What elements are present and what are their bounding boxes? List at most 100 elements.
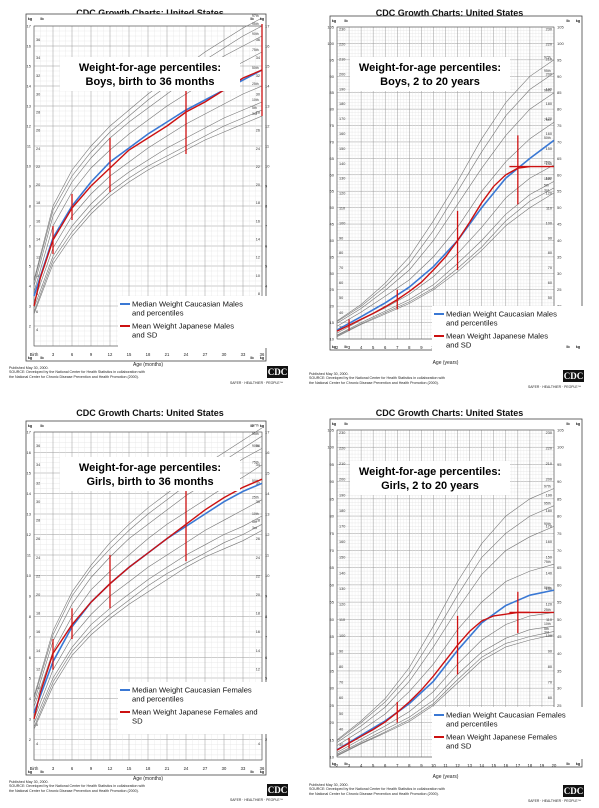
lb-tick-label: 32	[36, 481, 40, 485]
lb-tick-label: 36	[36, 38, 40, 42]
x-tick-label: 19	[540, 763, 545, 768]
title-box	[350, 461, 510, 495]
lb-tick-label: 100	[339, 221, 345, 225]
kg-tick-label: 50	[330, 617, 335, 622]
lb-tick-label: 120	[339, 603, 345, 607]
kg-tick-label: 55	[330, 189, 335, 194]
kg-tick-label: 60	[330, 172, 335, 177]
x-tick-label: 33	[241, 766, 246, 771]
legend-label: Median Weight Caucasian Males	[132, 300, 243, 309]
kg-tick-label: 14	[265, 491, 270, 496]
lb-tick-label: 50	[339, 712, 343, 716]
kg-tick-label: 9	[265, 184, 268, 189]
kg-tick-label: 14	[27, 491, 32, 496]
lb-tick-label: 230	[546, 28, 552, 32]
lb-tick-label: 24	[256, 556, 260, 560]
unit-label: kg	[332, 345, 337, 349]
unit-label: lb	[344, 422, 348, 426]
unit-label: kg	[576, 19, 581, 23]
percentile-curve-90th	[336, 526, 555, 743]
kg-tick-label: 90	[330, 479, 335, 484]
lb-tick-label: 24	[36, 556, 40, 560]
x-tick-label: 27	[203, 766, 208, 771]
x-tick-label: Birth	[30, 352, 39, 357]
chart-title-line2: Boys, 2 to 20 years	[380, 76, 480, 88]
lb-tick-label: 10	[36, 274, 40, 278]
kg-tick-label: 11	[27, 144, 32, 149]
kg-tick-label: 2	[29, 737, 32, 742]
kg-tick-label: 15	[27, 64, 32, 69]
percentile-curve-3rd	[33, 530, 263, 730]
x-tick-label: 21	[165, 352, 170, 357]
unit-label: kg	[260, 424, 265, 428]
x-tick-label: 9	[90, 352, 93, 357]
x-tick-label: 9	[90, 766, 93, 771]
chart-panel-boys-infant: CDC Growth Charts: United States 2233445…	[0, 0, 300, 395]
kg-tick-label: 95	[557, 462, 562, 467]
kg-tick-label: 90	[557, 479, 562, 484]
lb-tick-label: 130	[339, 587, 345, 591]
lb-tick-label: 22	[256, 574, 260, 578]
unit-label: kg	[28, 424, 33, 428]
lb-tick-label: 200	[546, 72, 552, 76]
lb-tick-label: 180	[339, 102, 345, 106]
kg-tick-label: 105	[327, 25, 334, 30]
kg-tick-label: 14	[27, 84, 32, 89]
kg-tick-label: 80	[330, 107, 335, 112]
lb-tick-label: 200	[339, 478, 345, 482]
x-tick-label: 2	[336, 345, 339, 350]
x-tick-label: 12	[108, 766, 113, 771]
unit-label: lb	[566, 19, 570, 23]
growth-chart: 1010151520202525303035354040454550505555…	[327, 418, 599, 780]
lb-tick-label: 10	[36, 686, 40, 690]
lb-tick-label: 210	[546, 58, 552, 62]
legend-label: and SD	[446, 341, 472, 350]
lb-tick-label: 170	[546, 117, 552, 121]
kg-tick-label: 70	[557, 139, 562, 144]
unit-label: kg	[332, 762, 337, 766]
lb-tick-label: 100	[546, 221, 552, 225]
kg-tick-label: 55	[557, 600, 562, 605]
kg-tick-label: 25	[330, 287, 335, 292]
plot-border	[33, 431, 263, 761]
kg-tick-label: 17	[27, 430, 32, 435]
lb-tick-label: 110	[546, 206, 552, 210]
lb-tick-label: 170	[339, 524, 345, 528]
lb-tick-label: 20	[256, 593, 260, 597]
kg-tick-label: 17	[265, 24, 270, 29]
x-tick-label: 6	[384, 345, 387, 350]
lb-tick-label: 110	[339, 206, 345, 210]
kg-tick-label: 50	[557, 617, 562, 622]
kg-tick-label: 40	[330, 651, 335, 656]
percentile-curve-97th	[336, 488, 555, 741]
percentile-curve-97th	[33, 17, 263, 281]
unit-label: lb	[344, 762, 348, 766]
kg-tick-label: 10	[330, 755, 335, 760]
x-tick-label: 7	[396, 345, 399, 350]
percentile-label: 97th	[544, 484, 551, 488]
kg-tick-label: 55	[557, 189, 562, 194]
chart-title-line2: Boys, birth to 36 months	[86, 76, 215, 88]
x-tick-label: 18	[528, 763, 533, 768]
lb-tick-label: 22	[36, 574, 40, 578]
kg-tick-label: 40	[557, 238, 562, 243]
kg-tick-label: 11	[265, 144, 270, 149]
x-tick-label: 21	[165, 766, 170, 771]
percentile-label: 75th	[544, 560, 551, 564]
lb-tick-label: 70	[339, 266, 343, 270]
lb-tick-label: 110	[546, 618, 552, 622]
kg-tick-label: 30	[330, 271, 335, 276]
percentile-curve-95th	[336, 72, 555, 322]
unit-label: lb	[250, 770, 254, 774]
unit-label: lb	[40, 17, 44, 21]
kg-tick-label: 10	[265, 164, 270, 169]
unit-label: lb	[344, 19, 348, 23]
lb-tick-label: 16	[36, 630, 40, 634]
kg-tick-label: 70	[330, 139, 335, 144]
kg-tick-label: 16	[27, 44, 32, 49]
lb-tick-label: 32	[256, 481, 260, 485]
growth-chart: 1010151520202525303035354040454550505555…	[327, 15, 599, 366]
kg-tick-label: 12	[265, 532, 270, 537]
kg-tick-label: 75	[557, 123, 562, 128]
percentile-curve-97th	[33, 427, 263, 697]
